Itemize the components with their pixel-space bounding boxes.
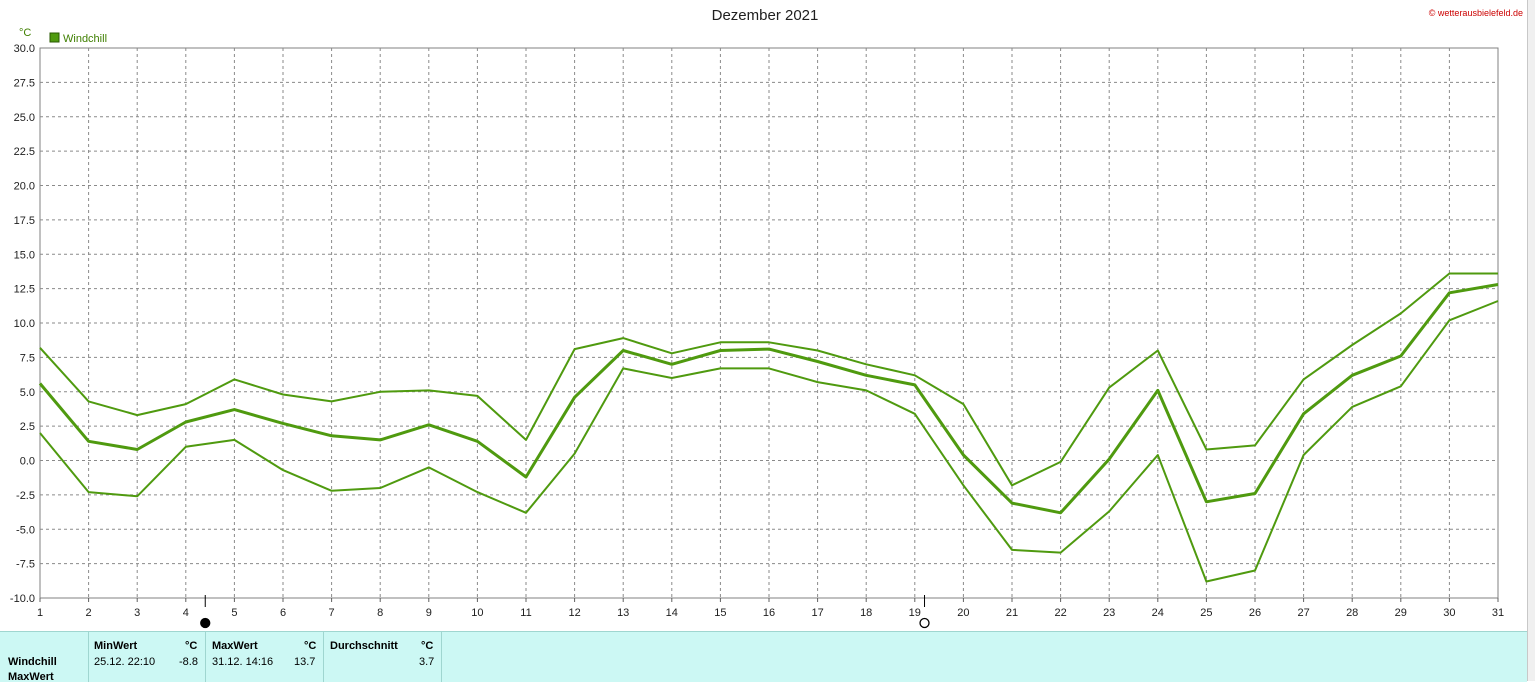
stats-avg-column: Durchschnitt °C 3.7: [324, 632, 442, 682]
x-tick-label: 17: [811, 607, 823, 619]
chart-title: Dezember 2021: [712, 7, 819, 24]
y-tick-label: 10.0: [14, 318, 35, 330]
x-tick-label: 30: [1443, 607, 1455, 619]
x-tick-label: 5: [231, 607, 237, 619]
y-tick-label: 15.0: [14, 249, 35, 261]
x-tick-label: 21: [1006, 607, 1018, 619]
y-tick-label: 7.5: [20, 352, 35, 364]
x-tick-label: 18: [860, 607, 872, 619]
series-line-min: [39, 300, 1499, 583]
windchill-chart: Dezember 2021 © wetterausbielefeld.de °C…: [10, 7, 1523, 629]
x-tick-label: 1: [37, 607, 43, 619]
new-moon-icon: [200, 617, 211, 629]
x-tick-label: 13: [617, 607, 629, 619]
max-unit: °C: [304, 640, 317, 652]
full-moon-icon: [919, 617, 930, 629]
series-lines: [38, 272, 1499, 583]
max-header: MaxWert: [212, 640, 258, 652]
max-time: 31.12. 14:16: [212, 656, 274, 668]
y-tick-label: 27.5: [14, 77, 35, 89]
y-axis-ticks: -10.0 -7.5 -5.0 -2.5 0.0 2.5 5.0 7.5 10.0 12.5 15.…: [10, 43, 35, 605]
avg-header: Durchschnitt: [330, 640, 398, 652]
x-tick-label: 24: [1152, 607, 1164, 619]
stats-row-maxwert: MaxWert: [8, 671, 54, 683]
x-tick-label: 16: [763, 607, 775, 619]
stats-max-column: MaxWert °C 31.12. 14:16 13.7: [206, 632, 324, 682]
avg-unit: °C: [421, 640, 434, 652]
window-edge: [1527, 0, 1535, 681]
x-tick-label: 3: [134, 607, 140, 619]
y-tick-label: 20.0: [14, 181, 35, 193]
x-tick-label: 29: [1395, 607, 1407, 619]
series-line-avg: [38, 283, 1499, 515]
x-tick-label: 25: [1200, 607, 1212, 619]
x-tick-label: 4: [183, 607, 189, 619]
y-axis-unit: °C: [19, 27, 31, 39]
x-tick-label: 6: [280, 607, 286, 619]
y-tick-label: 12.5: [14, 284, 35, 296]
x-tick-label: 26: [1249, 607, 1261, 619]
stats-label-column: Windchill MaxWert: [0, 632, 89, 683]
x-tick-label: 20: [957, 607, 969, 619]
x-tick-label: 12: [568, 607, 580, 619]
x-tick-label: 9: [426, 607, 432, 619]
y-tick-label: 25.0: [14, 112, 35, 124]
y-tick-label: 22.5: [14, 146, 35, 158]
y-tick-label: 30.0: [14, 43, 35, 55]
y-tick-label: 2.5: [20, 421, 35, 433]
statistics-panel: Windchill MaxWert MinWert °C 25.12. 22:1…: [0, 631, 1527, 683]
legend-label: Windchill: [63, 33, 107, 45]
stats-row-windchill: Windchill: [8, 656, 57, 668]
x-tick-label: 27: [1297, 607, 1309, 619]
x-tick-label: 15: [714, 607, 726, 619]
min-value: -8.8: [179, 656, 198, 668]
y-tick-label: -10.0: [10, 593, 35, 605]
x-tick-label: 23: [1103, 607, 1115, 619]
x-tick-label: 2: [86, 607, 92, 619]
x-tick-label: 28: [1346, 607, 1358, 619]
x-tick-label: 19: [909, 607, 921, 619]
x-tick-label: 14: [666, 607, 678, 619]
x-tick-label: 10: [471, 607, 483, 619]
x-tick-label: 31: [1492, 607, 1504, 619]
y-tick-label: -2.5: [16, 490, 35, 502]
x-tick-label: 11: [520, 607, 531, 619]
series-line-max: [39, 272, 1498, 487]
min-header: MinWert: [94, 640, 138, 652]
y-tick-label: -5.0: [16, 524, 35, 536]
min-unit: °C: [185, 640, 198, 652]
copyright-notice: © wetterausbielefeld.de: [1429, 8, 1523, 18]
y-tick-label: 5.0: [20, 387, 35, 399]
min-time: 25.12. 22:10: [94, 656, 156, 668]
x-tick-label: 7: [329, 607, 335, 619]
stats-min-column: MinWert °C 25.12. 22:10 -8.8: [89, 632, 206, 682]
x-tick-label: 8: [377, 607, 383, 619]
y-tick-label: 17.5: [14, 215, 35, 227]
legend-swatch: [49, 32, 60, 43]
moon-markers: [200, 595, 930, 629]
x-axis-ticks: 1 2 3 4 5 6 7 8 9 10 11 12 13 14 15 16 17 18 19 20 21 22 23 24 2…: [37, 598, 1504, 619]
avg-value: 3.7: [419, 656, 435, 668]
y-tick-label: -7.5: [16, 559, 35, 571]
x-tick-label: 22: [1054, 607, 1066, 619]
grid-lines: [40, 48, 1498, 598]
max-value: 13.7: [294, 656, 316, 668]
y-tick-label: 0.0: [20, 456, 35, 468]
